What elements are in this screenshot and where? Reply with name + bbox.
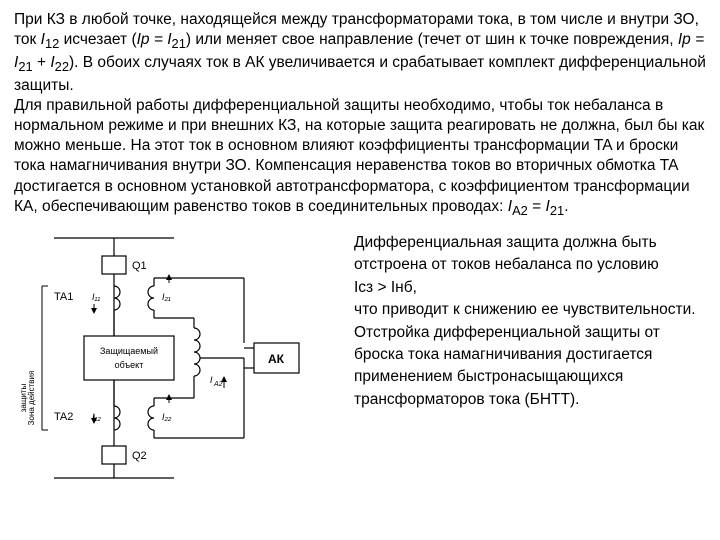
text: исчезает ( <box>59 31 136 48</box>
zone-label: Зона действия <box>27 370 36 425</box>
q1-label: Q1 <box>132 260 147 272</box>
i22-label: I₂₂ <box>162 412 172 422</box>
text: Iсз > Iнб, <box>354 279 417 296</box>
svg-text:A2: A2 <box>213 381 223 388</box>
ak-label: АК <box>268 352 285 366</box>
text: Дифференциальная защита должна быть отст… <box>354 234 659 273</box>
i21-label: I₂₁ <box>162 292 171 302</box>
text: Для правильной работы дифференциальной з… <box>14 97 704 215</box>
text: ) или меняет свое направление (течет от … <box>186 31 678 48</box>
sub: 21 <box>172 36 186 51</box>
text: + <box>33 54 51 71</box>
q2-label: Q2 <box>132 450 147 462</box>
sub: 21 <box>550 203 564 218</box>
ta2-label: TA2 <box>54 411 73 423</box>
slide-page: При КЗ в любой точке, находящейся между … <box>0 0 720 498</box>
zo-label-2: объект <box>115 360 144 370</box>
sub: 22 <box>55 59 69 74</box>
sub: A2 <box>512 203 528 218</box>
var: Ip = I <box>137 31 172 48</box>
sub: 21 <box>18 59 32 74</box>
i11-label: I₁₁ <box>92 292 100 302</box>
text: . <box>564 198 568 215</box>
text: ). В обоих случаях ток в АК увеличиваетс… <box>14 54 706 94</box>
diagram-svg: Q1 TA1 I₁₁ I₂₁ Защищаемый объек <box>14 228 344 488</box>
text: что приводит к снижению ее чувствительно… <box>354 301 696 408</box>
ta1-label: TA1 <box>54 291 73 303</box>
svg-text:защиты: защиты <box>19 383 28 412</box>
text: = <box>528 198 546 215</box>
circuit-diagram: Q1 TA1 I₁₁ I₂₁ Защищаемый объек <box>14 228 344 488</box>
paragraph-right: Дифференциальная защита должна быть отст… <box>354 228 706 488</box>
zo-label-1: Защищаемый <box>100 346 158 356</box>
ia2-label: I <box>210 375 213 385</box>
sub: 12 <box>45 36 59 51</box>
bottom-row: Q1 TA1 I₁₁ I₂₁ Защищаемый объек <box>14 228 706 488</box>
paragraph-top: При КЗ в любой точке, находящейся между … <box>14 10 706 220</box>
